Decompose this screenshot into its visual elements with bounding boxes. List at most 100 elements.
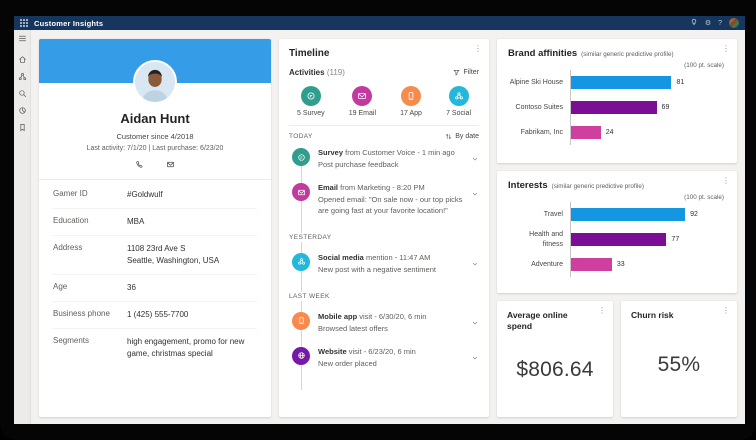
menu-icon[interactable] [18,34,27,43]
entry-description: New post with a negative sentiment [318,265,436,274]
brand-affinities-card: ⋮ Brand affinities (similar generic predi… [497,39,737,163]
lightbulb-icon[interactable] [690,18,698,28]
search-icon[interactable] [18,89,27,98]
sort-icon [445,133,452,140]
left-nav-rail [14,30,31,424]
field-value: MBA [127,217,145,226]
churn-risk-card: ⋮ Churn risk 55% [621,301,737,417]
bookmark-icon[interactable] [18,123,27,132]
gear-icon[interactable]: ⚙ [704,19,712,27]
bar [571,208,686,221]
average-online-spend-card: ⋮ Average online spend $806.64 [497,301,613,417]
field-label: Address [53,243,83,252]
chart-bar-row: Travel 92 [508,202,726,227]
group-label-yesterday: YESTERDAY [289,226,479,244]
chart-bar-row: Fabrikam, Inc 24 [508,120,726,145]
bar [571,233,667,246]
customer-last-activity: Last activity: 7/1/20 | Last purchase: 6… [86,145,224,152]
network-icon[interactable] [18,72,27,81]
entry-description: Browsed latest offers [318,324,388,333]
chart-subtitle: (similar generic predictive profile) [581,51,674,58]
more-options-icon[interactable]: ⋮ [474,44,482,53]
activities-count: (119) [326,68,345,77]
customer-name: Aidan Hunt [120,111,190,126]
field-value: 1 (425) 555-7700 [127,310,189,319]
bar-value: 69 [661,104,670,111]
customer-profile-card: Aidan Hunt Customer since 4/2018 Last ac… [39,39,271,417]
bar [571,126,601,139]
bar [571,101,657,114]
field-label: Age [53,282,68,291]
entry-title: Email from Marketing - 8:20 PM [318,183,425,192]
activities-label: Activities (119) [289,68,345,77]
funnel-icon [453,69,460,76]
waffle-menu-icon[interactable] [20,19,28,27]
field-label: Segments [53,336,90,345]
more-options-icon[interactable]: ⋮ [722,176,730,185]
summary-email[interactable]: 19 Email [349,86,376,117]
home-icon[interactable] [18,55,27,64]
timeline-entry: Website visit - 6/23/20, 6 min New order … [289,341,479,376]
summary-social[interactable]: 7 Social [446,86,471,117]
kpi-value: $806.64 [516,358,594,382]
summary-app[interactable]: 17 App [400,86,422,117]
app-title: Customer Insights [34,18,104,28]
bar [571,258,612,271]
profile-field-row: Business phone 1 (425) 555-7700 [53,302,257,329]
scale-note: (100 pt. scale) [684,194,724,201]
chevron-down-icon[interactable] [471,150,479,171]
phone-icon[interactable] [135,160,144,169]
email-icon [352,86,373,106]
profile-field-row: Segments high engagement, promo for new g… [53,329,257,367]
user-avatar[interactable] [729,18,739,28]
chevron-down-icon[interactable] [471,349,479,370]
profile-field-row: Gamer ID #Goldwulf [53,182,257,209]
people-icon [448,86,469,106]
more-options-icon[interactable]: ⋮ [722,306,730,315]
survey-icon [300,86,321,106]
envelope-icon[interactable] [166,160,175,169]
sort-by-date-button[interactable]: By date [445,133,479,140]
app-window: Customer Insights ⚙ ? [14,16,745,424]
chevron-down-icon[interactable] [471,185,479,217]
customer-since: Customer since 4/2018 [116,132,194,141]
field-value: high engagement, promo for new game, chr… [127,337,245,358]
entry-title: Survey from Customer Voice - 1 min ago [318,148,455,157]
entry-title: Social media mention - 11:47 AM [318,252,431,262]
mobile-icon [292,311,310,330]
scale-note: (100 pt. scale) [684,62,724,69]
timeline-entries: Survey from Customer Voice - 1 min ago Po… [289,142,479,408]
timeline-entry: Mobile app visit - 6/30/20, 6 min Browsed… [289,306,479,341]
help-icon[interactable]: ? [718,19,722,27]
bar-value: 24 [605,129,614,136]
more-options-icon[interactable]: ⋮ [598,306,606,315]
people-icon [292,252,310,271]
top-app-bar: Customer Insights ⚙ ? [14,16,745,30]
customer-avatar [133,60,177,104]
field-value: #Goldwulf [127,190,163,199]
field-value: 36 [127,283,136,292]
field-value: 1108 23rd Ave S Seattle, Washington, USA [127,244,220,265]
activity-summary: 5 Survey 19 Email 17 App 7 Social [289,77,479,126]
filter-button[interactable]: Filter [453,69,479,76]
field-label: Education [53,216,89,225]
entry-description: Opened email: "On sale now - our top pic… [318,195,463,215]
chart-bar-row: Health and fitness 77 [508,227,726,252]
email-icon [292,183,310,201]
summary-survey[interactable]: 5 Survey [297,86,325,117]
field-label: Business phone [53,309,110,318]
bar-value: 77 [671,236,680,243]
timeline-entry: Email from Marketing - 8:20 PM Opened ema… [289,177,479,223]
chart-bar-row: Alpine Ski House 81 [508,70,726,95]
profile-field-row: Age 36 [53,275,257,302]
mobile-icon [401,86,422,106]
group-label-last-week: LAST WEEK [289,285,479,303]
chevron-down-icon[interactable] [471,255,479,276]
donut-chart-icon[interactable] [18,106,27,115]
chevron-down-icon[interactable] [471,314,479,335]
bar-value: 33 [616,261,625,268]
more-options-icon[interactable]: ⋮ [722,44,730,53]
chart-bar-row: Adventure 33 [508,252,726,277]
timeline-title: Timeline [289,48,330,59]
